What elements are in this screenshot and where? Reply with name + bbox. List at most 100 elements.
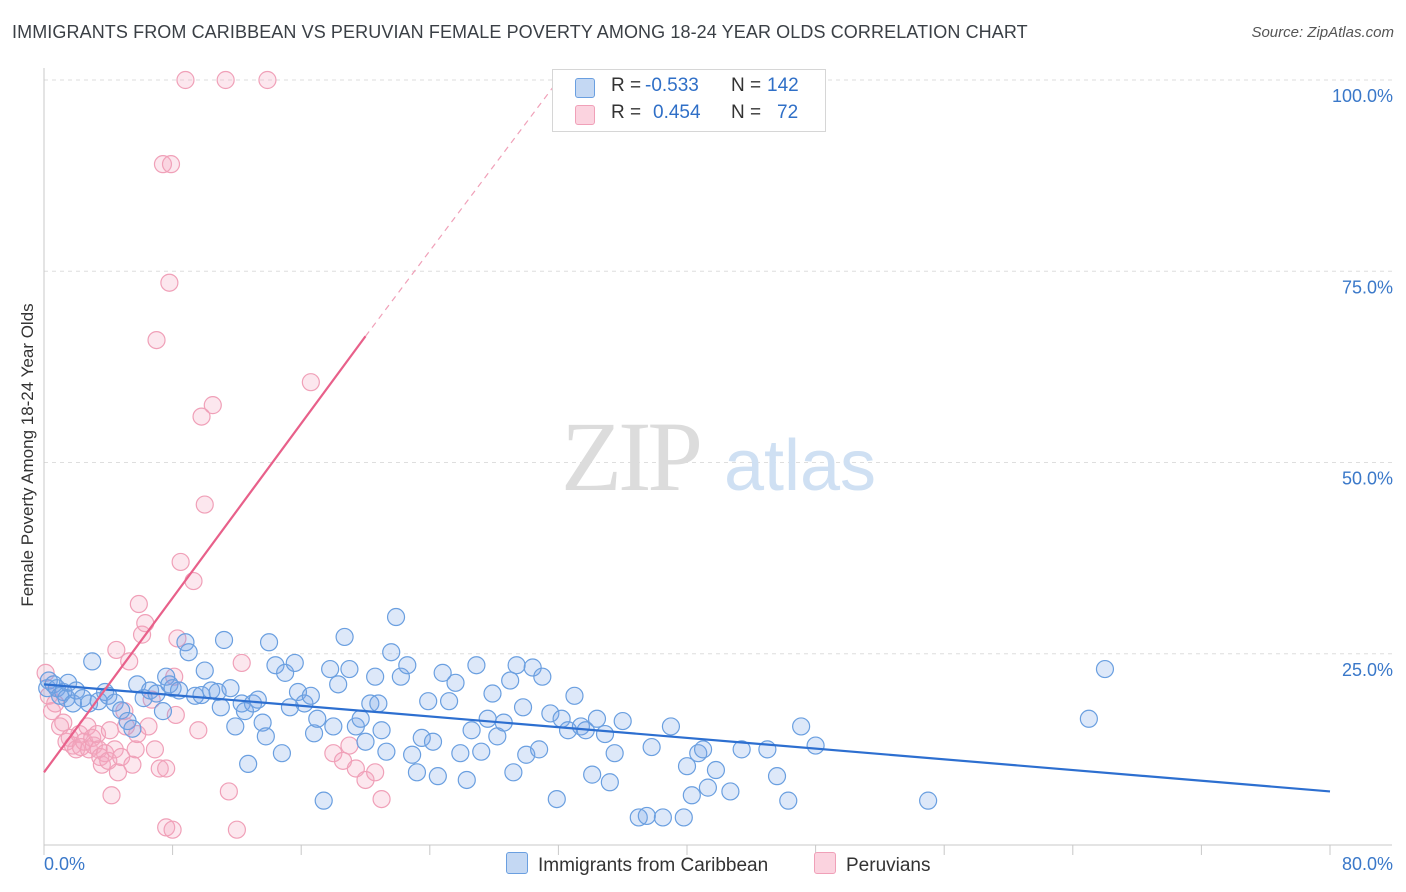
caribbean-point: [533, 667, 552, 686]
caribbean-point: [501, 671, 520, 690]
caribbean-point: [530, 740, 549, 759]
caribbean-point: [398, 656, 417, 675]
caribbean-point: [324, 717, 343, 736]
peruvians-point: [340, 736, 359, 755]
caribbean-point: [351, 709, 370, 728]
peruvians-point: [227, 820, 246, 839]
legend-swatch-caribbean: [575, 78, 595, 98]
caribbean-point: [266, 656, 285, 675]
bottom-legend-swatch-caribbean: [506, 852, 528, 874]
caribbean-points: [38, 607, 1115, 827]
trend-lines: [43, 79, 1331, 793]
caribbean-point: [211, 698, 230, 717]
peruvians-point: [129, 594, 148, 614]
caribbean-point: [661, 717, 681, 736]
legend-r-label: R =: [611, 102, 642, 123]
peruvians-point: [232, 653, 251, 673]
caribbean-point: [478, 709, 497, 728]
caribbean-point: [253, 713, 272, 732]
caribbean-point: [423, 732, 443, 751]
axes: [43, 68, 1392, 855]
peruvians-point: [147, 331, 166, 350]
caribbean-point: [541, 704, 560, 723]
caribbean-point: [677, 757, 697, 776]
caribbean-point: [792, 717, 811, 736]
peruvians-point: [54, 713, 73, 732]
caribbean-point: [123, 719, 142, 738]
x-tick-label-min: 0.0%: [44, 854, 85, 874]
peruvians-point: [123, 755, 142, 774]
caribbean-point: [412, 728, 431, 748]
legend-r-label: R =: [611, 75, 642, 96]
caribbean-point: [304, 724, 324, 743]
caribbean-point: [457, 770, 476, 790]
caribbean-point: [256, 727, 275, 746]
caribbean-point: [382, 643, 401, 662]
caribbean-point: [377, 742, 396, 761]
caribbean-point: [280, 698, 300, 717]
caribbean-point: [779, 791, 798, 810]
caribbean-point: [507, 656, 526, 675]
caribbean-point: [682, 786, 701, 805]
peruvians-point: [163, 820, 182, 839]
caribbean-point: [433, 663, 452, 682]
peruvians-point: [203, 396, 222, 415]
caribbean-point: [721, 782, 740, 801]
caribbean-point: [467, 656, 486, 675]
caribbean-point: [483, 684, 502, 703]
peruvians-point: [107, 640, 126, 660]
caribbean-point: [248, 690, 267, 709]
bottom-legend-label-peruvians: Peruvians: [846, 855, 931, 876]
legend-r-value-peruvians: 0.454: [653, 102, 701, 123]
peruvians-point: [195, 495, 214, 514]
caribbean-point: [706, 760, 726, 780]
grid-lines: [44, 79, 1392, 655]
caribbean-point: [195, 661, 214, 680]
caribbean-point: [693, 740, 713, 759]
peruvians-trend-extension: [365, 79, 559, 337]
peruvians-point: [145, 740, 165, 759]
caribbean-point: [356, 732, 375, 751]
caribbean-point: [335, 627, 354, 647]
peruvians-point: [184, 571, 203, 591]
peruvians-points: [36, 70, 391, 839]
caribbean-point: [767, 767, 787, 786]
peruvians-point: [132, 625, 152, 644]
caribbean-point: [1095, 659, 1115, 679]
legend-n-label: N =: [731, 102, 762, 123]
chart-title: IMMIGRANTS FROM CARIBBEAN VS PERUVIAN FE…: [12, 22, 1028, 42]
caribbean-point: [321, 659, 340, 679]
y-axis-label: Female Poverty Among 18-24 Year Olds: [18, 303, 37, 607]
peruvians-point: [136, 614, 155, 633]
peruvians-point: [150, 759, 169, 778]
tick-labels: 25.0% 50.0% 75.0% 100.0% 0.0% 80.0%: [44, 86, 1393, 874]
peruvians-point: [258, 70, 277, 90]
caribbean-point: [600, 773, 619, 792]
watermark-zip: ZIP: [561, 401, 699, 512]
caribbean-point: [806, 736, 825, 755]
peruvians-point: [157, 759, 176, 778]
y-tick-label: 25.0%: [1342, 660, 1393, 680]
caribbean-point: [407, 763, 427, 782]
peruvians-point: [176, 70, 195, 90]
legend-n-value-caribbean: 142: [767, 75, 799, 96]
caribbean-point: [565, 686, 584, 705]
peruvians-point: [189, 721, 208, 740]
peruvians-point: [301, 373, 320, 392]
peruvians-point: [120, 652, 139, 671]
legend-n-value-peruvians: 72: [777, 102, 799, 123]
caribbean-point: [523, 658, 542, 677]
caribbean-point: [698, 778, 717, 797]
peruvians-point: [366, 763, 385, 782]
caribbean-point: [391, 667, 410, 686]
caribbean-point: [595, 724, 615, 744]
peruvians-point: [160, 273, 179, 292]
caribbean-point: [83, 652, 102, 671]
caribbean-point: [176, 633, 195, 652]
bottom-legend-caribbean: Immigrants from Caribbean: [506, 852, 768, 877]
caribbean-point: [179, 643, 198, 662]
peruvians-point: [139, 717, 158, 736]
caribbean-point: [1079, 709, 1098, 728]
peruvians-point: [356, 770, 375, 790]
watermark-atlas: atlas: [724, 426, 876, 506]
